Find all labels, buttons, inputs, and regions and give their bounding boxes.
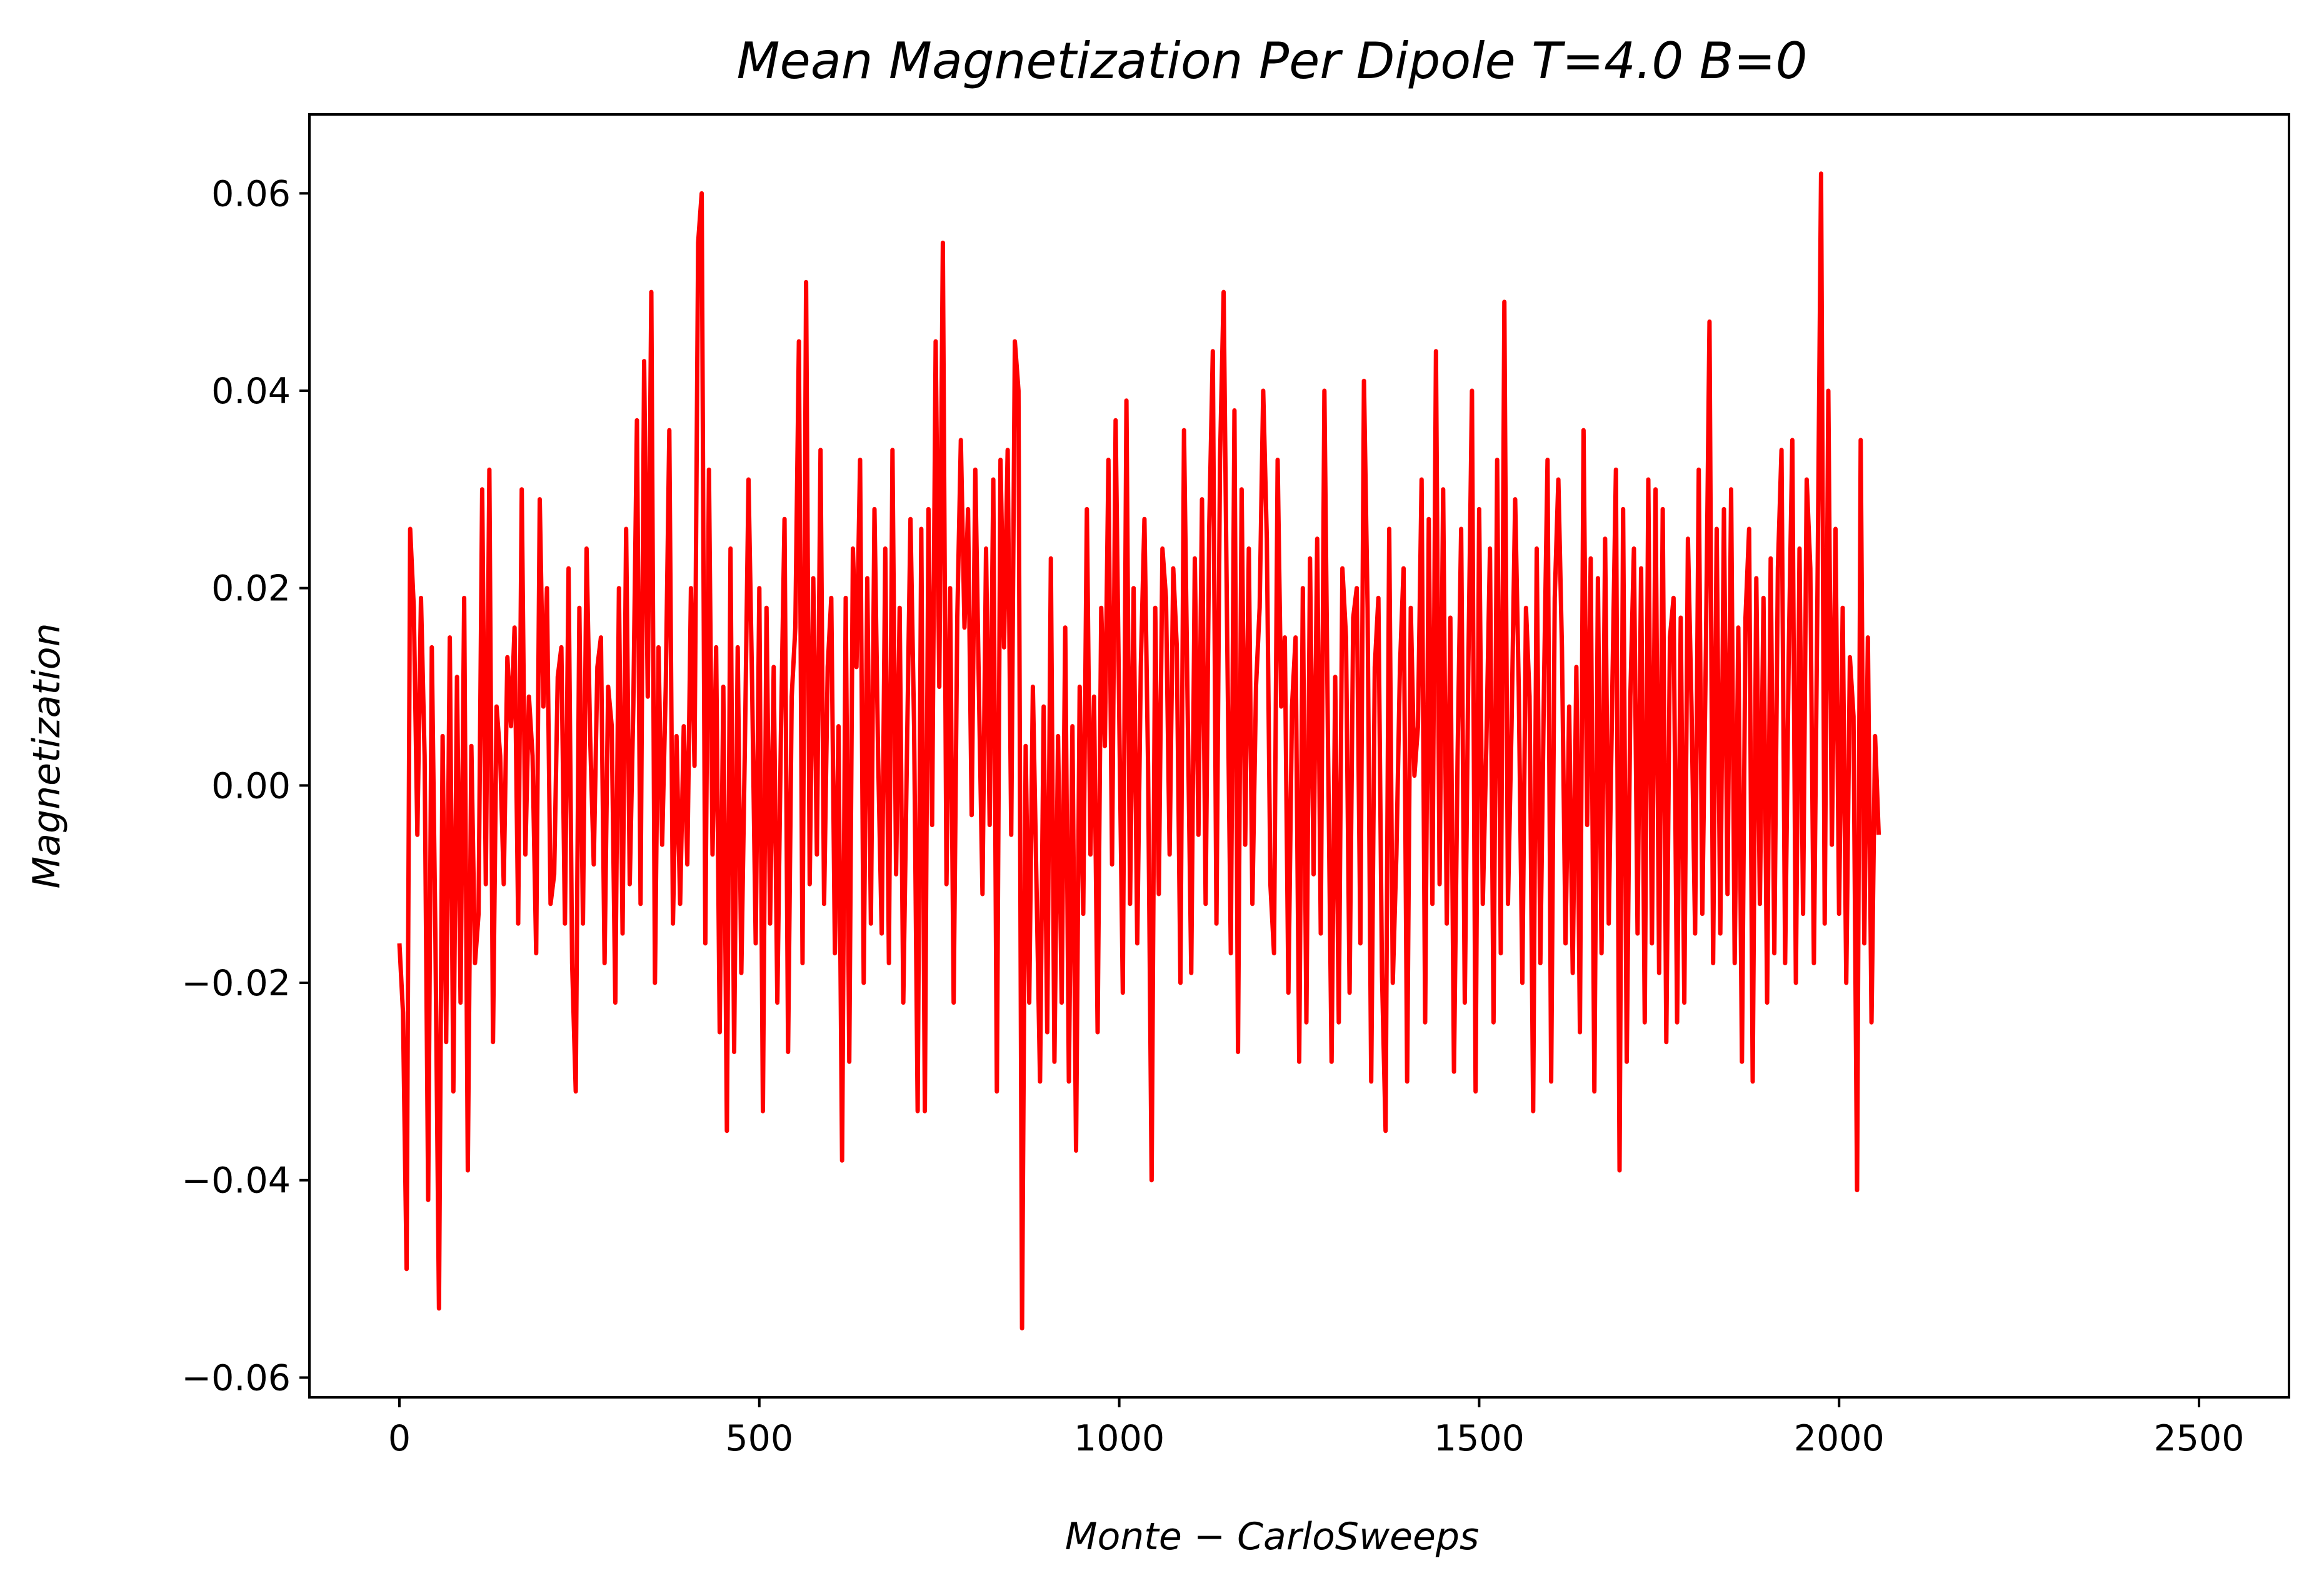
- y-tick-label: 0.06: [211, 173, 291, 214]
- series-line-0: [397, 171, 1881, 1330]
- plot-frame: [308, 113, 2290, 1399]
- y-tick-label: 0.00: [211, 765, 291, 807]
- x-tick-label: 1500: [1434, 1418, 1525, 1459]
- x-tick-label: 0: [388, 1418, 411, 1459]
- y-tick-label: −0.02: [181, 963, 291, 1004]
- y-tick-label: −0.06: [181, 1357, 291, 1399]
- x-axis-label: Monte − CarloSweeps: [1065, 1515, 1479, 1559]
- x-tick-label: 2000: [1794, 1418, 1885, 1459]
- y-tick-label: −0.04: [181, 1160, 291, 1202]
- plot-area: [308, 113, 2290, 1399]
- x-tick-label: 2500: [2154, 1418, 2245, 1459]
- x-tick-label: 1000: [1074, 1418, 1165, 1459]
- chart-title: Mean Magnetization Per Dipole T=4.0 B=0: [736, 32, 1807, 90]
- y-tick-label: 0.04: [211, 371, 291, 412]
- series-layer: [397, 171, 1881, 1330]
- x-axis: 0 500 1000 1500 2000 2500: [388, 1397, 2245, 1459]
- y-axis-label: Magnetization: [25, 623, 69, 889]
- y-tick-label: 0.02: [211, 568, 291, 610]
- x-tick-label: 500: [725, 1418, 793, 1459]
- y-axis: −0.06 −0.04 −0.02 0.00 0.02 0.04 0.06: [181, 173, 309, 1399]
